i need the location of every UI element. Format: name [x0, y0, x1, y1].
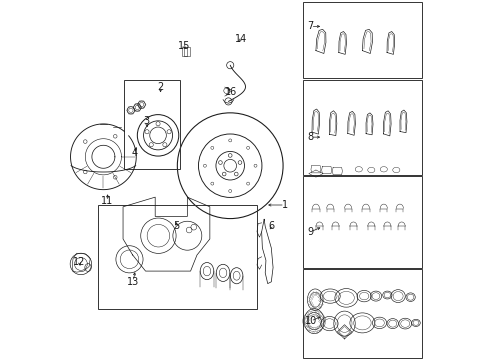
Bar [303, 176, 422, 267]
Text: 13: 13 [127, 277, 139, 287]
Text: 4: 4 [131, 148, 137, 158]
Text: 1: 1 [281, 200, 287, 210]
Bar [303, 80, 422, 175]
Text: 11: 11 [101, 197, 113, 206]
Text: 10: 10 [304, 316, 316, 326]
Bar [98, 205, 257, 309]
Text: 2: 2 [157, 82, 163, 92]
Text: 12: 12 [73, 257, 85, 267]
Text: 14: 14 [234, 34, 246, 44]
Text: 15: 15 [177, 41, 189, 51]
Text: 9: 9 [307, 227, 313, 237]
Bar [123, 80, 180, 169]
Text: 7: 7 [307, 21, 313, 31]
Text: 16: 16 [224, 87, 237, 98]
Bar [181, 47, 187, 56]
Text: 5: 5 [173, 221, 180, 231]
Bar [303, 2, 422, 78]
Text: 8: 8 [307, 132, 313, 142]
Text: 6: 6 [268, 221, 274, 231]
Text: 3: 3 [143, 116, 149, 126]
Bar [303, 269, 422, 358]
Bar [184, 47, 190, 56]
